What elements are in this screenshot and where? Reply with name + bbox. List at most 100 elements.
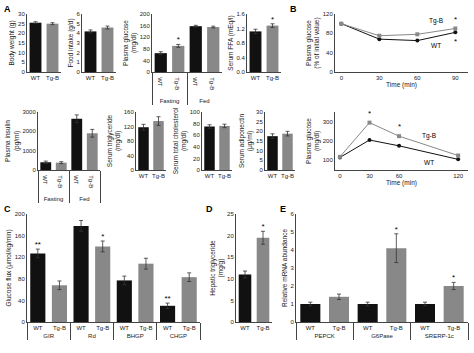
svg-text:2000: 2000 [22,128,36,134]
svg-text:Tg-B: Tg-B [218,173,231,179]
svg-text:0: 0 [196,167,200,173]
svg-text:10: 10 [227,276,234,282]
svg-text:0: 0 [21,319,25,325]
svg-text:WT: WT [120,325,130,331]
svg-text:60: 60 [193,132,200,138]
svg-text:15: 15 [227,254,234,260]
svg-text:80: 80 [326,30,333,36]
svg-text:5: 5 [230,298,234,304]
svg-text:1.6: 1.6 [236,11,245,17]
svg-text:WT: WT [431,42,441,49]
svg-text:5: 5 [21,59,25,65]
svg-text:Serum triglyceride(mg/dl): Serum triglyceride(mg/dl) [106,114,122,167]
svg-text:Fasting: Fasting [44,196,64,202]
svg-text:G6Pase: G6Pase [371,333,393,339]
svg-text:120: 120 [323,11,334,17]
svg-text:Plasma insulin(pg/ml): Plasma insulin(pg/ml) [4,120,20,162]
svg-text:30: 30 [376,75,383,81]
svg-text:WT: WT [86,75,96,81]
svg-text:WT: WT [42,175,48,185]
svg-text:80: 80 [18,276,25,282]
svg-text:WT: WT [306,325,316,331]
svg-text:0: 0 [21,69,25,75]
svg-text:Plasma glucose(% of initial va: Plasma glucose(% of initial value) [305,17,321,68]
svg-text:Glucose flux (μmol/kg/min): Glucose flux (μmol/kg/min) [5,229,13,306]
svg-text:WT: WT [73,175,79,185]
svg-text:0: 0 [340,75,344,81]
svg-text:4: 4 [76,30,80,36]
svg-text:Plasma glucose(mg/dl): Plasma glucose(mg/dl) [305,118,321,164]
svg-text:0.0: 0.0 [236,69,245,75]
svg-text:*: * [398,122,401,131]
svg-text:30: 30 [18,11,25,17]
svg-text:0: 0 [130,167,134,173]
svg-text:Tg-B: Tg-B [429,17,443,25]
svg-text:1.2: 1.2 [236,26,245,32]
svg-text:Tg-B: Tg-B [256,325,269,331]
svg-text:20: 20 [227,233,234,239]
svg-text:80: 80 [127,138,134,144]
svg-text:**: ** [35,240,41,249]
svg-text:Tg-B: Tg-B [332,325,345,331]
svg-text:Food intake (g/d): Food intake (g/d) [67,18,75,67]
svg-text:*: * [101,232,104,241]
svg-text:1: 1 [290,301,294,307]
svg-text:120: 120 [453,173,464,179]
svg-text:80: 80 [143,46,150,52]
svg-text:*: * [261,222,264,231]
svg-text:6: 6 [76,11,80,17]
svg-text:WT: WT [240,325,250,331]
svg-text:25: 25 [227,211,234,217]
svg-text:Serum FFA (mEq/l): Serum FFA (mEq/l) [227,15,235,70]
svg-text:5: 5 [290,229,294,235]
svg-text:30: 30 [256,109,263,115]
svg-text:D: D [206,204,213,214]
svg-text:0: 0 [32,167,36,173]
svg-text:CHGP: CHGP [170,333,187,339]
svg-text:3000: 3000 [22,109,36,115]
svg-text:60: 60 [414,75,421,81]
svg-text:0: 0 [329,69,333,75]
svg-text:Rd: Rd [88,333,96,339]
svg-text:WT: WT [251,75,261,81]
svg-text:80: 80 [193,121,200,127]
svg-text:WT: WT [205,173,215,179]
svg-text:Tg-B: Tg-B [209,77,215,90]
svg-text:Tg-B: Tg-B [183,325,196,331]
svg-text:40: 40 [143,58,150,64]
svg-text:300: 300 [323,119,334,125]
svg-text:0: 0 [259,167,263,173]
svg-text:WT: WT [157,77,163,87]
svg-text:3: 3 [290,265,294,271]
svg-text:2: 2 [76,50,80,56]
svg-text:WT: WT [31,75,41,81]
svg-text:200: 200 [323,138,334,144]
svg-text:Hepatic triglyceride(mg/g): Hepatic triglyceride(mg/g) [209,240,225,296]
svg-text:20: 20 [193,156,200,162]
svg-text:15: 15 [18,40,25,46]
svg-text:Fed: Fed [199,98,209,104]
svg-text:0.8: 0.8 [236,40,245,46]
svg-text:Tg-B: Tg-B [174,77,180,90]
svg-text:60: 60 [396,173,403,179]
svg-text:120: 120 [140,34,151,40]
svg-text:4: 4 [290,247,294,253]
svg-text:Tg-B: Tg-B [88,175,94,188]
svg-text:Plasma glucose(mg/dl): Plasma glucose(mg/dl) [122,20,138,66]
svg-text:6: 6 [290,211,294,217]
svg-text:5: 5 [259,157,263,163]
svg-text:WT: WT [76,325,86,331]
svg-text:Tg-B: Tg-B [101,75,114,81]
svg-text:WT: WT [33,325,43,331]
svg-text:Tg-B: Tg-B [390,325,403,331]
svg-text:*: * [177,35,180,44]
svg-text:B: B [290,4,297,14]
svg-text:BHGP: BHGP [127,333,144,339]
svg-text:15: 15 [256,138,263,144]
svg-text:25: 25 [256,119,263,125]
svg-text:20: 20 [256,128,263,134]
svg-text:40: 40 [127,153,134,159]
svg-text:Tg-B: Tg-B [46,75,59,81]
svg-text:0: 0 [290,319,294,325]
svg-text:WT: WT [163,325,173,331]
